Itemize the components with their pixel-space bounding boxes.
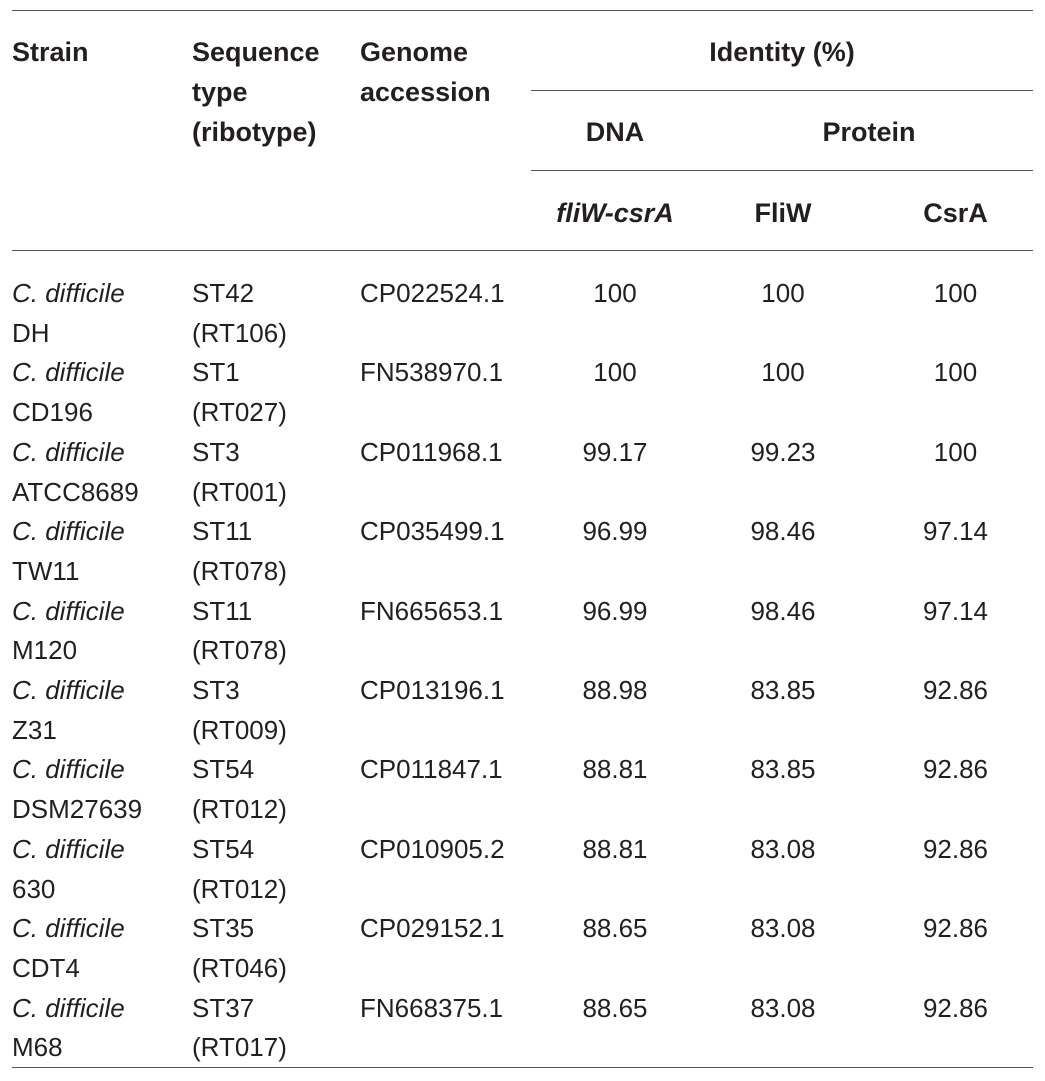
cell-species: C. difficile xyxy=(12,516,125,547)
cell-species: C. difficile xyxy=(12,278,125,308)
cell-csra-identity: 97.14 xyxy=(922,595,989,626)
cell-strain: DH xyxy=(12,317,50,348)
cell-csra-identity: 92.86 xyxy=(922,754,989,785)
header-genome-accession-2: accession xyxy=(360,77,491,107)
cell-ribotype: (RT078) xyxy=(192,555,287,586)
cell-fliw-identity: 83.08 xyxy=(750,992,816,1023)
cell-ribotype: (RT078) xyxy=(192,635,287,666)
identity-rule xyxy=(531,90,1033,91)
cell-ribotype: (RT012) xyxy=(192,873,287,904)
cell-species: C. difficile xyxy=(12,913,125,944)
cell-dna-identity: 100 xyxy=(593,357,637,388)
cell-species: C. difficile xyxy=(12,595,125,626)
header-identity: Identity (%) xyxy=(709,37,855,67)
cell-csra-identity: 92.86 xyxy=(922,992,989,1023)
cell-dna-identity: 96.99 xyxy=(582,516,648,547)
cell-sequence-type: ST54 xyxy=(192,833,255,864)
cell-csra-identity: 92.86 xyxy=(922,913,989,944)
cell-ribotype: (RT046) xyxy=(192,952,287,983)
header-fliw-csra: fliW-csrA xyxy=(556,198,674,228)
header-bottom-rule xyxy=(12,250,1033,251)
cell-accession: CP022524.1 xyxy=(360,278,505,308)
cell-strain: 630 xyxy=(12,873,56,904)
cell-csra-identity: 100 xyxy=(933,357,978,388)
header-sequence-type-2: type xyxy=(192,77,248,107)
cell-ribotype: (RT027) xyxy=(192,397,287,428)
cell-strain: ATCC8689 xyxy=(12,476,139,507)
cell-strain: M68 xyxy=(12,1032,63,1063)
header-dna: DNA xyxy=(585,117,645,147)
cell-ribotype: (RT012) xyxy=(192,794,287,825)
cell-strain: TW11 xyxy=(12,555,80,586)
cell-dna-identity: 96.99 xyxy=(582,595,648,626)
cell-csra-identity: 92.86 xyxy=(922,833,989,864)
cell-fliw-identity: 83.08 xyxy=(750,833,816,864)
cell-sequence-type: ST42 xyxy=(192,278,255,308)
cell-fliw-identity: 83.85 xyxy=(750,754,816,785)
bottom-rule xyxy=(12,1067,1033,1068)
header-strain: Strain xyxy=(12,37,89,67)
cell-ribotype: (RT001) xyxy=(192,476,287,507)
cell-dna-identity: 88.81 xyxy=(582,833,648,864)
header-genome-accession-1: Genome xyxy=(360,37,469,67)
cell-species: C. difficile xyxy=(12,357,125,388)
cell-sequence-type: ST3 xyxy=(192,436,240,467)
cell-fliw-identity: 99.23 xyxy=(750,436,816,467)
cell-fliw-identity: 83.85 xyxy=(750,675,816,705)
header-fliw: FliW xyxy=(754,198,812,228)
cell-sequence-type: ST54 xyxy=(192,754,255,785)
header-protein: Protein xyxy=(822,117,916,147)
cell-fliw-identity: 98.46 xyxy=(750,595,816,626)
cell-sequence-type: ST11 xyxy=(192,595,253,626)
cell-dna-identity: 88.81 xyxy=(582,754,648,785)
cell-accession: CP035499.1 xyxy=(360,516,505,547)
cell-dna-identity: 88.65 xyxy=(582,913,648,944)
cell-sequence-type: ST1 xyxy=(192,357,240,388)
cell-accession: CP011968.1 xyxy=(360,436,503,467)
cell-fliw-identity: 83.08 xyxy=(750,913,816,944)
cell-species: C. difficile xyxy=(12,992,125,1023)
cell-csra-identity: 97.14 xyxy=(922,516,989,547)
cell-ribotype: (RT009) xyxy=(192,714,287,745)
cell-strain: DSM27639 xyxy=(12,794,143,825)
top-rule xyxy=(12,10,1033,11)
cell-strain: CD196 xyxy=(12,397,93,428)
cell-accession: CP010905.2 xyxy=(360,833,505,864)
cell-csra-identity: 92.86 xyxy=(922,675,989,705)
cell-accession: CP011847.1 xyxy=(360,754,503,785)
cell-strain: M120 xyxy=(12,635,78,666)
cell-fliw-identity: 100 xyxy=(761,278,805,308)
cell-ribotype: (RT106) xyxy=(192,317,287,348)
cell-sequence-type: ST37 xyxy=(192,992,255,1023)
cell-dna-identity: 88.98 xyxy=(582,675,648,705)
cell-sequence-type: ST3 xyxy=(192,675,240,705)
cell-accession: CP013196.1 xyxy=(360,675,505,705)
cell-species: C. difficile xyxy=(12,833,125,864)
dna-protein-rule xyxy=(531,170,1033,171)
cell-csra-identity: 100 xyxy=(933,436,978,467)
cell-species: C. difficile xyxy=(12,754,125,785)
cell-accession: FN538970.1 xyxy=(360,357,504,388)
cell-dna-identity: 88.65 xyxy=(582,992,648,1023)
cell-species: C. difficile xyxy=(12,436,125,467)
cell-strain: CDT4 xyxy=(12,952,80,983)
cell-sequence-type: ST35 xyxy=(192,913,255,944)
header-sequence-type-3: (ribotype) xyxy=(192,117,317,147)
cell-accession: FN668375.1 xyxy=(360,992,504,1023)
header-sequence-type-1: Sequence xyxy=(192,37,320,67)
cell-dna-identity: 100 xyxy=(593,278,637,308)
header-csra: CsrA xyxy=(923,198,988,228)
cell-ribotype: (RT017) xyxy=(192,1032,287,1063)
cell-sequence-type: ST11 xyxy=(192,516,253,547)
cell-dna-identity: 99.17 xyxy=(582,436,648,467)
cell-species: C. difficile xyxy=(12,675,125,705)
cell-accession: FN665653.1 xyxy=(360,595,504,626)
cell-csra-identity: 100 xyxy=(933,278,978,308)
cell-accession: CP029152.1 xyxy=(360,913,505,944)
cell-fliw-identity: 100 xyxy=(761,357,805,388)
cell-fliw-identity: 98.46 xyxy=(750,516,816,547)
cell-strain: Z31 xyxy=(12,714,57,745)
